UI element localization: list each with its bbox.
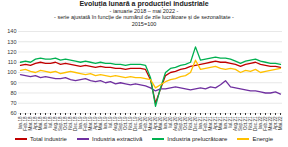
svg-text:100: 100 (7, 69, 16, 75)
svg-text:Iul.21: Iul.21 (228, 116, 233, 128)
svg-text:Noi.18: Noi.18 (68, 116, 73, 130)
svg-text:140: 140 (7, 28, 16, 34)
svg-text:Mai.19: Mai.19 (98, 116, 103, 131)
svg-text:130: 130 (7, 38, 16, 44)
svg-text:Dec.19: Dec.19 (133, 116, 138, 131)
svg-text:Apr.20: Apr.20 (153, 116, 158, 130)
html-text:2015=100: 2015=100 (131, 20, 157, 27)
svg-text:Noi.20: Noi.20 (188, 116, 193, 130)
svg-text:Ian.22: Ian.22 (258, 116, 263, 130)
svg-text:Feb.21: Feb.21 (203, 116, 208, 131)
svg-text:Noi.19: Noi.19 (128, 116, 133, 130)
svg-text:Apr.21: Apr.21 (213, 116, 218, 130)
svg-text:110: 110 (8, 59, 17, 65)
svg-text:Oct.20: Oct.20 (183, 116, 188, 130)
html-text:Industria extractivă: Industria extractivă (92, 135, 143, 142)
svg-text:Oct.19: Oct.19 (123, 116, 128, 130)
svg-text:Dec.18: Dec.18 (73, 116, 78, 131)
svg-text:Iun.21: Iun.21 (223, 116, 228, 130)
svg-text:Aug.19: Aug.19 (113, 116, 118, 131)
svg-text:Ian.21: Ian.21 (198, 116, 203, 130)
svg-text:Mar.18: Mar.18 (28, 116, 33, 131)
svg-text:Ian.18: Ian.18 (18, 116, 23, 130)
svg-text:Aug.20: Aug.20 (173, 116, 178, 131)
svg-text:Iul.19: Iul.19 (108, 116, 113, 128)
svg-text:Mai.21: Mai.21 (218, 116, 223, 131)
svg-text:Apr.18: Apr.18 (33, 116, 38, 130)
svg-text:Iun.19: Iun.19 (103, 116, 108, 130)
html-text:Energie: Energie (252, 135, 274, 142)
svg-text:Dec.21: Dec.21 (253, 116, 258, 131)
svg-text:90: 90 (10, 79, 16, 85)
svg-text:Mai.22: Mai.22 (278, 116, 283, 130)
svg-text:Iul.18: Iul.18 (48, 116, 53, 128)
svg-text:Apr.22: Apr.22 (273, 116, 278, 130)
svg-text:Sep.20: Sep.20 (178, 116, 183, 131)
svg-text:Sep.19: Sep.19 (118, 116, 123, 131)
svg-text:80: 80 (10, 90, 16, 96)
svg-text:Iun.18: Iun.18 (43, 116, 48, 130)
svg-text:Ian.20: Ian.20 (138, 116, 143, 130)
svg-text:Feb.20: Feb.20 (143, 116, 148, 131)
svg-text:Feb.19: Feb.19 (83, 116, 88, 131)
svg-text:Sep.18: Sep.18 (58, 116, 63, 131)
html-text:Evoluția lunară a producției i: Evoluția lunară a producției industriale (79, 0, 209, 7)
svg-text:Mai.18: Mai.18 (38, 116, 43, 131)
html-text:Industria prelucrătoare: Industria prelucrătoare (167, 135, 228, 142)
svg-text:Oct.21: Oct.21 (243, 116, 248, 130)
html-text:Total industrie: Total industrie (29, 135, 67, 142)
html-text:- ianuarie 2018 – mai 2022 -: - ianuarie 2018 – mai 2022 - (109, 8, 179, 14)
svg-text:Feb.22: Feb.22 (263, 116, 268, 131)
svg-text:Mar.20: Mar.20 (148, 116, 153, 131)
svg-text:Aug.21: Aug.21 (233, 116, 238, 131)
svg-text:Mai.20: Mai.20 (158, 116, 163, 131)
svg-text:Iul.20: Iul.20 (168, 116, 173, 128)
svg-text:Aug.18: Aug.18 (53, 116, 58, 131)
svg-text:Noi.21: Noi.21 (248, 116, 253, 130)
svg-text:Mar.19: Mar.19 (88, 116, 93, 131)
svg-text:60: 60 (10, 110, 16, 116)
svg-text:Mar.21: Mar.21 (208, 116, 213, 131)
svg-text:Feb.18: Feb.18 (23, 116, 28, 131)
svg-text:Dec.20: Dec.20 (193, 116, 198, 131)
svg-text:Apr.19: Apr.19 (93, 116, 98, 130)
svg-text:70: 70 (10, 100, 16, 106)
svg-text:Mar.22: Mar.22 (268, 116, 273, 131)
svg-text:Sep.21: Sep.21 (238, 116, 243, 131)
svg-text:120: 120 (7, 49, 16, 55)
svg-text:Iun.20: Iun.20 (163, 116, 168, 130)
svg-text:Ian.19: Ian.19 (78, 116, 83, 130)
svg-text:Oct.18: Oct.18 (63, 116, 68, 130)
html-text:- serie ajustată în funcție de: - serie ajustată în funcție de numărul d… (54, 14, 234, 21)
